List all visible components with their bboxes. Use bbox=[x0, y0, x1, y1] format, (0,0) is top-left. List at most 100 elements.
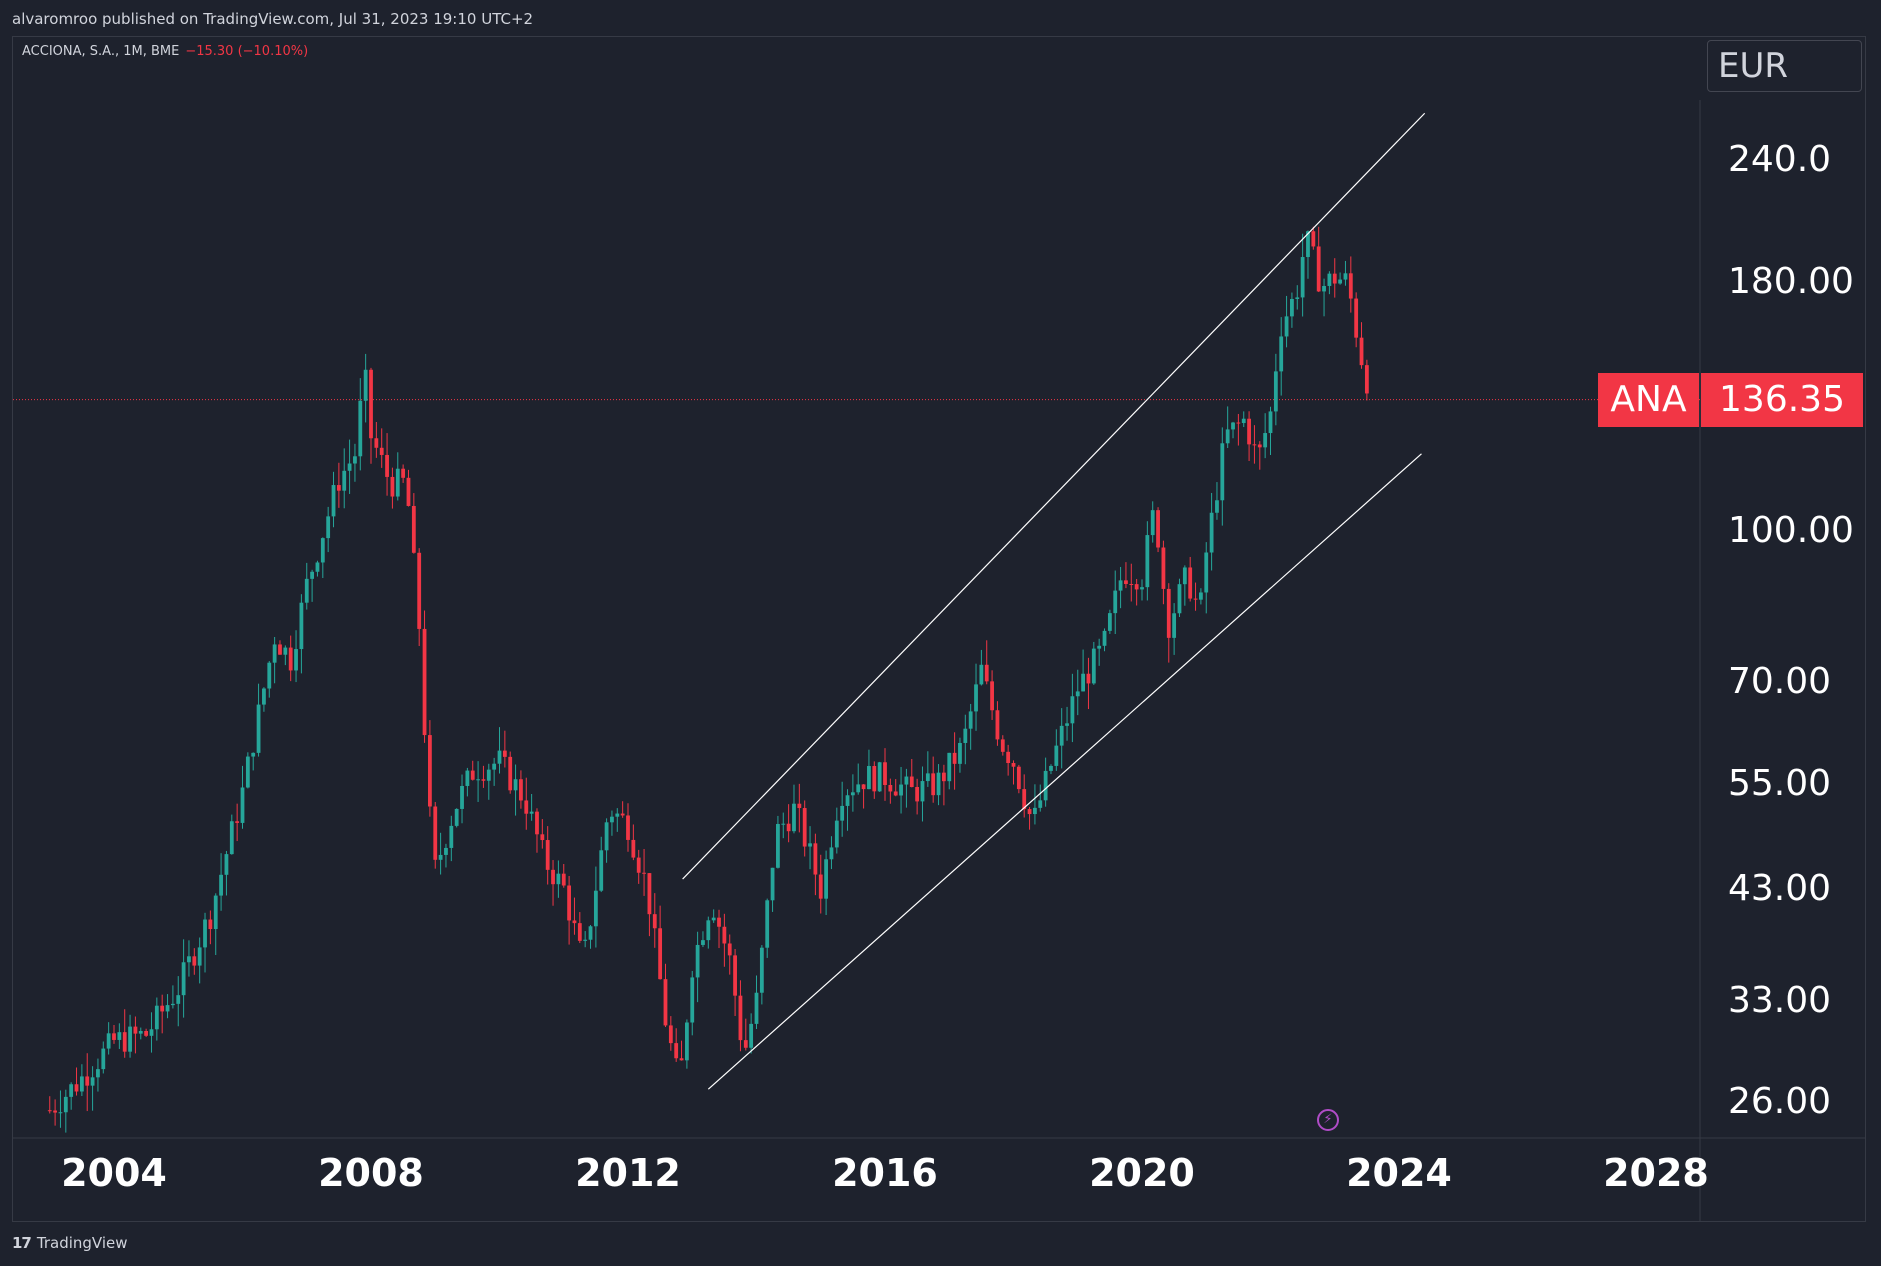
candle bbox=[181, 939, 186, 1018]
candle bbox=[572, 897, 577, 935]
candle bbox=[63, 1089, 68, 1133]
candle bbox=[1273, 353, 1278, 426]
currency-selector[interactable]: EUR bbox=[1707, 40, 1862, 92]
candle bbox=[968, 703, 973, 750]
candle bbox=[754, 975, 759, 1030]
symbol-legend: ACCIONA, S.A., 1M, BME −15.30 (−10.10%) bbox=[22, 44, 308, 59]
candle bbox=[149, 1012, 154, 1053]
candle bbox=[1065, 706, 1069, 741]
candle bbox=[1182, 565, 1187, 606]
candle bbox=[197, 937, 202, 984]
candle bbox=[899, 766, 903, 814]
candle bbox=[738, 980, 743, 1052]
candle bbox=[695, 931, 700, 1003]
candle bbox=[497, 727, 502, 774]
candle bbox=[979, 649, 984, 686]
candle bbox=[802, 800, 807, 857]
publisher-header: alvaromroo published on TradingView.com,… bbox=[0, 0, 1881, 36]
candle bbox=[893, 779, 898, 797]
candle bbox=[658, 905, 663, 980]
candle bbox=[845, 789, 850, 831]
x-tick-label: 2016 bbox=[832, 1151, 938, 1195]
candle bbox=[577, 912, 582, 944]
candle bbox=[299, 594, 304, 674]
candle bbox=[711, 909, 716, 923]
candle bbox=[144, 1028, 149, 1038]
candle bbox=[240, 765, 245, 829]
candle bbox=[262, 687, 266, 712]
candle bbox=[808, 826, 812, 870]
chart-pane[interactable] bbox=[12, 36, 1866, 1222]
candle bbox=[663, 963, 668, 1028]
candle bbox=[1022, 774, 1027, 818]
candle bbox=[850, 774, 855, 812]
candle bbox=[1006, 744, 1011, 776]
candle bbox=[486, 763, 491, 800]
candle bbox=[294, 630, 298, 683]
candle bbox=[776, 815, 780, 869]
candle bbox=[122, 1009, 127, 1058]
candle bbox=[1145, 521, 1150, 601]
candle bbox=[781, 812, 786, 839]
candle bbox=[1150, 501, 1155, 543]
candle bbox=[1263, 413, 1268, 459]
candle bbox=[1220, 427, 1225, 526]
candle bbox=[1316, 226, 1321, 293]
candle bbox=[283, 645, 288, 666]
candle bbox=[883, 748, 887, 801]
axis-dividers bbox=[12, 100, 1866, 1222]
candle bbox=[138, 1027, 143, 1040]
candle bbox=[963, 714, 968, 765]
candle bbox=[1193, 582, 1198, 611]
candle bbox=[1338, 272, 1343, 285]
candle bbox=[1156, 507, 1160, 553]
candle bbox=[1290, 292, 1294, 328]
candle bbox=[567, 876, 572, 945]
candle bbox=[74, 1067, 79, 1096]
last-price-tag: 136.35 bbox=[1701, 373, 1863, 427]
candle bbox=[642, 848, 646, 896]
candle bbox=[674, 1028, 679, 1062]
x-tick-label: 2004 bbox=[61, 1151, 167, 1195]
candle bbox=[1252, 425, 1257, 464]
channel-upper-line[interactable] bbox=[682, 112, 1426, 880]
candle bbox=[288, 635, 293, 682]
candle bbox=[786, 804, 791, 843]
candle bbox=[245, 752, 250, 789]
candle bbox=[385, 433, 389, 496]
candle bbox=[460, 774, 464, 824]
candle bbox=[411, 493, 416, 554]
candle bbox=[1364, 359, 1369, 401]
candle bbox=[347, 439, 352, 494]
candle bbox=[925, 751, 930, 787]
y-tick-label: 100.00 bbox=[1728, 510, 1854, 552]
candle bbox=[219, 853, 223, 911]
candle bbox=[1354, 292, 1359, 348]
channel-lower-line[interactable] bbox=[707, 453, 1422, 1090]
candle bbox=[320, 537, 325, 579]
candle bbox=[1295, 285, 1300, 310]
candle bbox=[106, 1022, 111, 1055]
footer-brand[interactable]: 17 TradingView bbox=[12, 1234, 128, 1252]
candle bbox=[583, 931, 588, 948]
candle bbox=[513, 764, 518, 816]
candle bbox=[1247, 411, 1251, 461]
lightning-icon[interactable]: ⚡ bbox=[1317, 1109, 1339, 1131]
candle bbox=[872, 761, 877, 799]
candle bbox=[759, 945, 764, 1005]
candle bbox=[936, 764, 941, 806]
candle bbox=[524, 777, 529, 830]
y-tick-label: 55.00 bbox=[1728, 763, 1832, 805]
candle bbox=[1215, 482, 1219, 520]
x-tick-label: 2024 bbox=[1346, 1151, 1452, 1195]
candle bbox=[1075, 669, 1080, 716]
candle bbox=[909, 758, 914, 788]
y-tick-label: 26.00 bbox=[1728, 1081, 1832, 1122]
candle bbox=[342, 448, 347, 509]
candle bbox=[476, 761, 480, 802]
candle bbox=[128, 1014, 132, 1058]
candle bbox=[749, 1013, 754, 1054]
candle bbox=[278, 640, 282, 655]
candle bbox=[406, 469, 411, 507]
